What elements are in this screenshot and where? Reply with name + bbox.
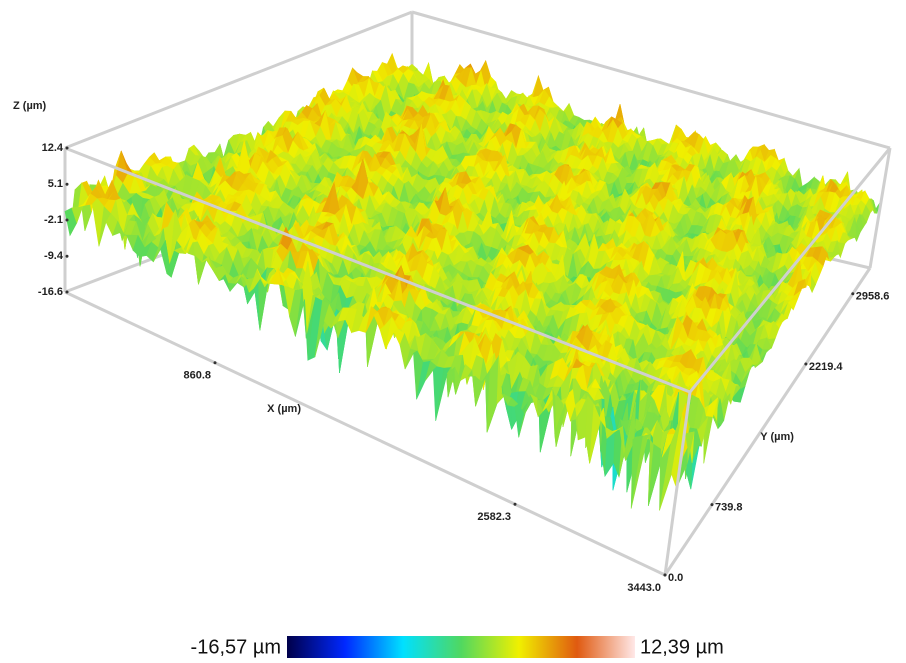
surface bbox=[65, 54, 881, 511]
surface-plot: -16.6-9.4-2.15.112.4860.82582.33443.00.0… bbox=[0, 0, 906, 663]
